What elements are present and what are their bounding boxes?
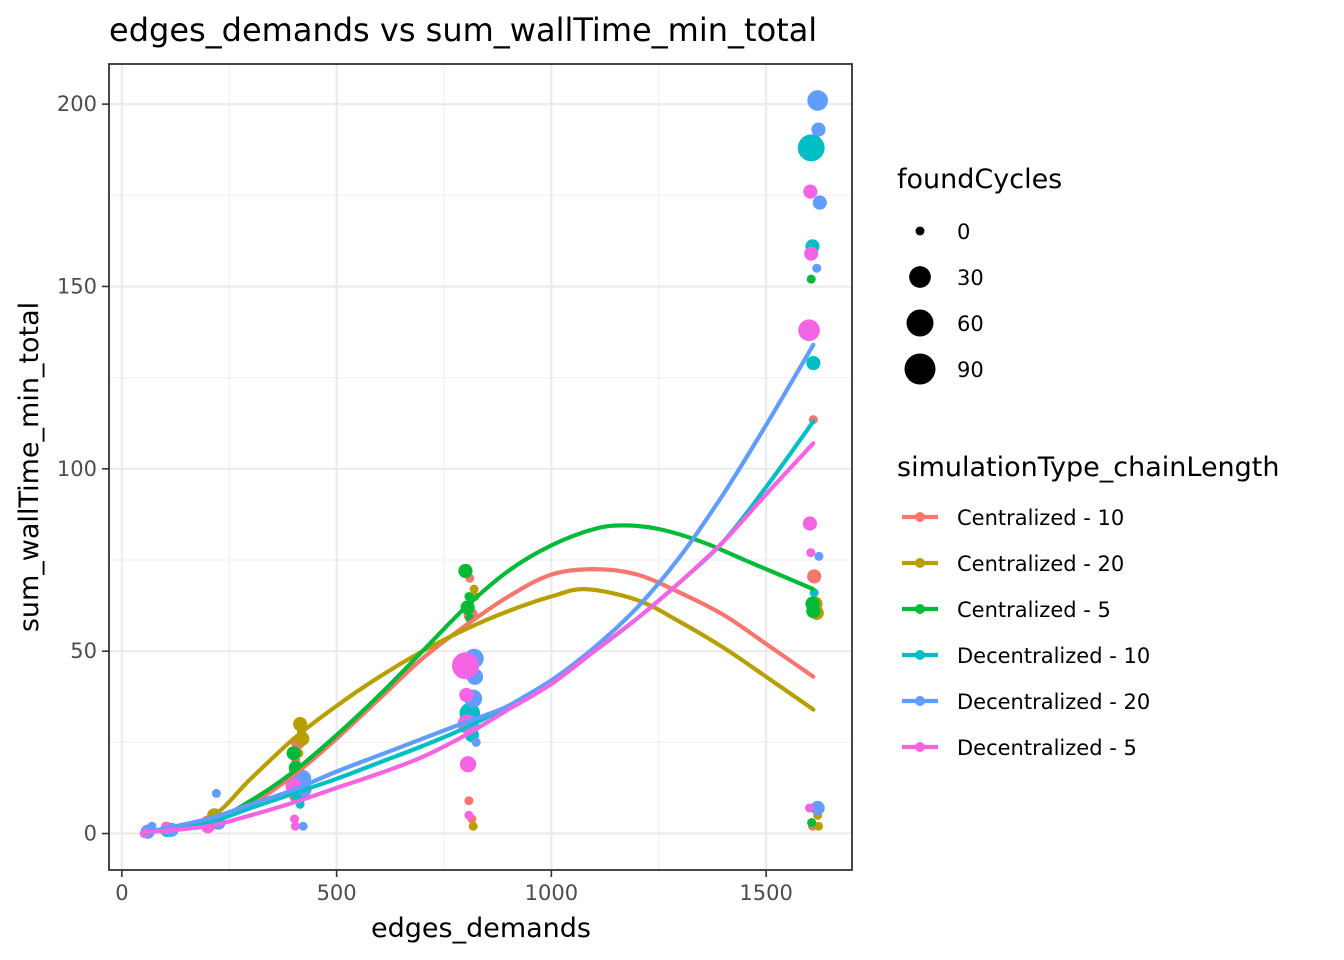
data-point [806, 548, 816, 558]
grid-major [109, 64, 852, 870]
grid-minor [109, 64, 852, 870]
color-legend-dot [915, 696, 925, 706]
y-tick-label: 50 [70, 639, 97, 663]
data-point [211, 788, 221, 798]
trend-lines [143, 342, 816, 835]
color-legend-label: Decentralized - 10 [957, 644, 1150, 668]
color-legend-label: Centralized - 10 [957, 506, 1124, 530]
data-point [807, 90, 828, 111]
x-tick-label: 0 [115, 881, 128, 905]
data-point [804, 803, 814, 813]
x-axis-title: edges_demands [371, 913, 591, 944]
data-point [810, 800, 825, 816]
size-legend-label: 90 [957, 358, 984, 382]
size-legend: foundCycles 0 30 60 90 [897, 164, 1062, 385]
data-point [469, 584, 479, 594]
y-tick-label: 200 [57, 92, 97, 116]
x-axis: 0 500 1000 1500 [115, 870, 793, 905]
data-point [464, 796, 474, 806]
color-legend: simulationType_chainLength Centralized -… [897, 452, 1280, 760]
color-legend-dot [915, 742, 925, 752]
color-legend-dot [915, 558, 925, 568]
color-legend-title: simulationType_chainLength [897, 452, 1280, 483]
x-tick-label: 500 [317, 881, 357, 905]
data-point [806, 355, 821, 371]
size-legend-key [906, 309, 934, 337]
y-axis-title: sum_wallTime_min_total [14, 302, 45, 632]
color-legend-label: Decentralized - 5 [957, 736, 1137, 760]
data-point [459, 687, 474, 703]
data-point [814, 551, 824, 561]
data-point [468, 821, 478, 831]
size-legend-title: foundCycles [897, 164, 1062, 195]
trend-line [143, 587, 816, 835]
data-point [806, 603, 821, 619]
data-point [804, 246, 819, 261]
data-point [814, 821, 824, 831]
size-legend-label: 30 [957, 266, 984, 290]
data-point [812, 263, 822, 273]
color-legend-label: Decentralized - 20 [957, 690, 1150, 714]
data-point [803, 184, 818, 199]
size-legend-key [909, 266, 931, 288]
chart-title: edges_demands vs sum_wallTime_min_total [109, 11, 817, 49]
data-point [290, 821, 300, 831]
data-point [797, 134, 825, 162]
data-point [471, 737, 481, 747]
data-point [290, 814, 300, 824]
y-tick-label: 0 [84, 822, 97, 846]
data-point [451, 652, 479, 680]
size-legend-key [915, 226, 925, 236]
color-legend-label: Centralized - 5 [957, 598, 1111, 622]
x-tick-label: 1000 [525, 881, 578, 905]
data-point [811, 122, 826, 137]
trend-line [143, 441, 816, 835]
data-point [806, 274, 816, 284]
color-legend-dot [915, 512, 925, 522]
size-legend-label: 0 [957, 220, 970, 244]
color-legend-label: Centralized - 20 [957, 552, 1124, 576]
color-legend-dot [915, 604, 925, 614]
data-point [802, 516, 818, 531]
y-tick-label: 150 [57, 274, 97, 298]
data-point [812, 195, 827, 210]
data-point [807, 818, 817, 828]
color-legend-dot [915, 650, 925, 660]
data-point [464, 810, 474, 820]
y-axis: 0 50 100 150 200 [57, 92, 109, 846]
y-tick-label: 100 [57, 457, 97, 481]
data-point [464, 591, 474, 601]
trend-line [143, 523, 816, 835]
plot-background [109, 64, 852, 870]
plot-border [108, 63, 853, 871]
trend-line [143, 566, 816, 835]
data-point [298, 821, 308, 831]
size-legend-label: 60 [957, 312, 984, 336]
data-point [458, 563, 473, 579]
plot-panel [108, 63, 853, 871]
data-point [807, 569, 822, 584]
trend-line [143, 342, 816, 835]
data-point [798, 319, 820, 342]
size-legend-key [904, 353, 936, 385]
data-point [459, 756, 477, 773]
data-point [286, 746, 301, 761]
x-tick-label: 1500 [739, 881, 792, 905]
